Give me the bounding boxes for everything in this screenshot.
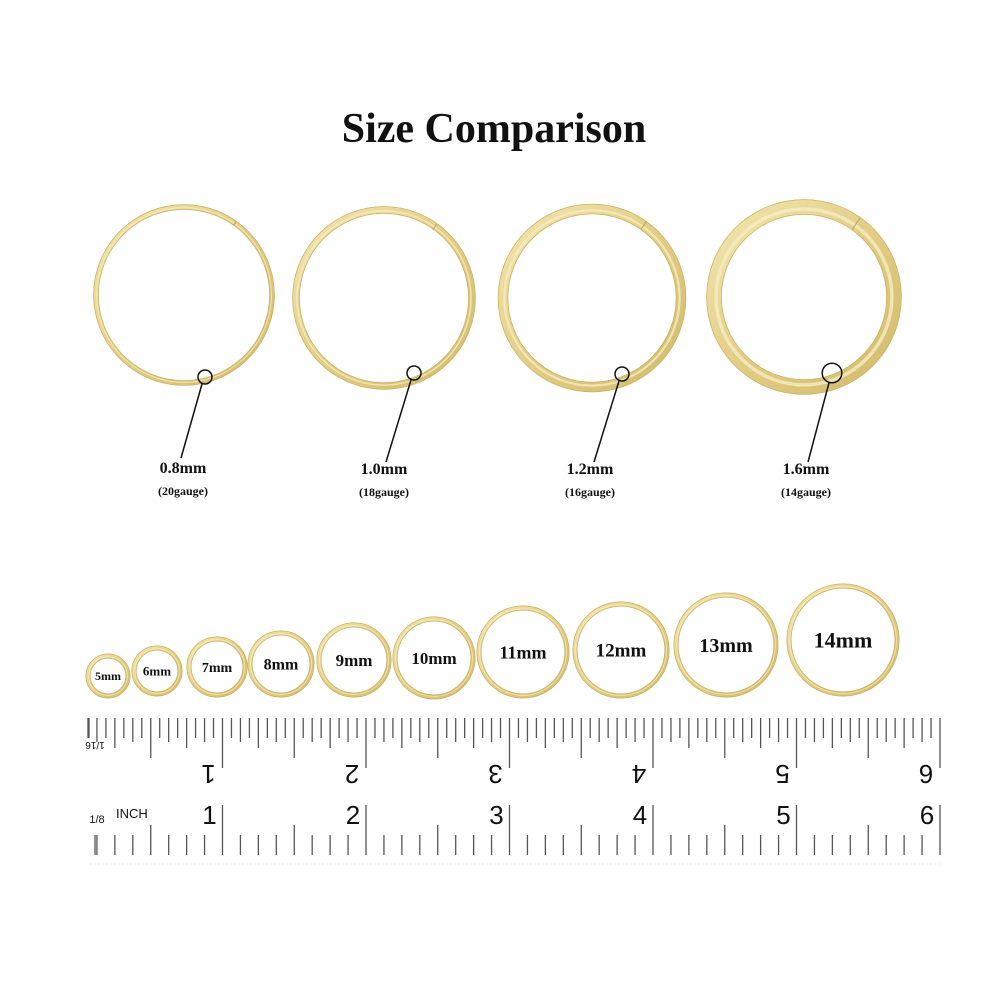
diameter-label: 7mm: [202, 661, 233, 676]
gauge-label: (14gauge): [781, 485, 831, 499]
ring-body: [94, 205, 274, 385]
thickness-label: 1.0mm: [361, 461, 408, 478]
ring-body: [317, 623, 391, 697]
ring-7mm: 7mm: [186, 636, 248, 698]
gauge-label: (16gauge): [565, 485, 615, 499]
pointer-line: [385, 379, 412, 463]
ring-highlight: [88, 656, 128, 696]
ring-5mm: 5mm: [85, 653, 131, 699]
diameter-label: 6mm: [143, 664, 171, 679]
top-ruler-number: 1: [201, 759, 215, 789]
ring-highlight: [676, 595, 776, 695]
ring-body: [674, 593, 778, 697]
pointer-line: [593, 380, 620, 463]
ring-highlight: [789, 586, 897, 694]
ring-highlight: [296, 210, 472, 386]
pointer-circle: [821, 362, 843, 384]
top-ruler-number: 6: [919, 759, 933, 789]
ring-9mm: 9mm: [316, 622, 392, 698]
pointer-line: [807, 382, 830, 463]
thickness-label: 1.2mm: [567, 461, 614, 478]
diameter-label: 14mm: [814, 628, 873, 653]
ring-body: [393, 617, 475, 699]
bottom-ruler-number: 5: [776, 800, 790, 830]
ring-1.2mm: 1.2mm (16gauge): [497, 203, 687, 499]
thickness-label: 0.8mm: [160, 460, 207, 477]
bottom-ruler-number: 2: [346, 800, 360, 830]
ring-seam: [432, 223, 438, 230]
diameter-label: 5mm: [95, 669, 121, 683]
diameter-label: 8mm: [264, 657, 299, 674]
ring-14mm: 14mm: [786, 583, 900, 697]
top-ruler-fraction: 1/16: [85, 739, 105, 750]
ring-body: [86, 654, 130, 698]
top-ruler-number: 4: [632, 759, 646, 789]
pointer-circle: [406, 365, 422, 381]
ring-0.8mm: 0.8mm (20gauge): [93, 204, 275, 498]
ring-1.6mm: 1.6mm (14gauge): [706, 199, 902, 499]
ring-10mm: 10mm: [392, 616, 476, 700]
ring-body: [293, 207, 475, 389]
bottom-ruler-number: 3: [489, 800, 503, 830]
ring-body: [132, 646, 182, 696]
pointer-circle: [614, 366, 630, 382]
bottom-ruler-number: 6: [920, 800, 934, 830]
ring-highlight: [134, 648, 180, 694]
ring-body: [477, 606, 569, 698]
pointer-line: [180, 383, 203, 459]
ring-8mm: 8mm: [247, 630, 315, 698]
ring-highlight: [189, 639, 245, 695]
ring-1.0mm: 1.0mm (18gauge): [292, 206, 476, 499]
diameter-label: 12mm: [596, 641, 647, 662]
ring-11mm: 11mm: [476, 605, 570, 699]
page-title: Size Comparison: [342, 106, 647, 152]
ring-body: [498, 204, 686, 392]
ring-13mm: 13mm: [673, 592, 779, 698]
ruler-unit-label: INCH: [116, 806, 148, 821]
ring-6mm: 6mm: [131, 645, 183, 697]
bottom-ruler-fraction: 1/8: [89, 814, 104, 826]
diameter-label: 11mm: [500, 642, 547, 662]
pointer-circle: [197, 369, 213, 385]
diameter-label: 13mm: [699, 635, 753, 657]
ring-highlight: [96, 207, 272, 383]
ring-body: [787, 584, 899, 696]
ring-highlight: [395, 619, 473, 697]
ring-seam: [233, 221, 237, 226]
ring-body: [573, 602, 669, 698]
diameter-label: 9mm: [336, 651, 373, 670]
diameter-label: 10mm: [411, 649, 456, 668]
ring-highlight: [319, 625, 389, 695]
bottom-ruler-number: 4: [633, 800, 647, 830]
ring-highlight: [575, 604, 667, 696]
thickness-label: 1.6mm: [783, 461, 830, 478]
ring-body: [248, 631, 314, 697]
top-ruler-number: 2: [345, 759, 359, 789]
ring-highlight: [250, 633, 312, 695]
ring-seam: [851, 217, 861, 230]
top-ruler-number: 5: [775, 759, 789, 789]
ring-highlight: [503, 209, 681, 387]
gauge-label: (20gauge): [158, 484, 208, 498]
bottom-ruler-number: 1: [202, 800, 216, 830]
gauge-label: (18gauge): [359, 485, 409, 499]
ring-highlight: [479, 608, 567, 696]
ring-12mm: 12mm: [572, 601, 670, 699]
ring-body: [187, 637, 247, 697]
ring-highlight: [714, 207, 894, 387]
top-ruler-number: 3: [488, 759, 502, 789]
ring-seam: [640, 221, 647, 230]
ring-body: [707, 200, 901, 394]
